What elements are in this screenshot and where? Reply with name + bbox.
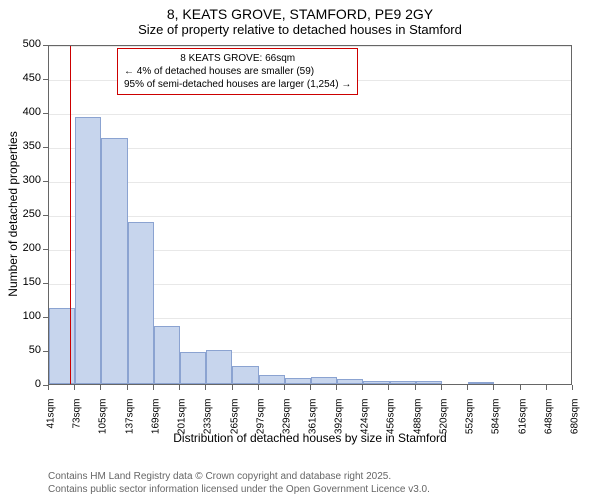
- y-tick-label: 50: [13, 344, 41, 356]
- y-tick: [43, 249, 48, 250]
- x-tick-label: 329sqm: [282, 399, 293, 444]
- x-tick: [153, 385, 154, 390]
- x-tick: [100, 385, 101, 390]
- y-tick: [43, 215, 48, 216]
- histogram-bar: [154, 326, 180, 384]
- x-tick-label: 169sqm: [150, 399, 161, 444]
- x-tick: [205, 385, 206, 390]
- grid-line: [49, 114, 571, 115]
- x-tick: [467, 385, 468, 390]
- x-tick-label: 456sqm: [386, 399, 397, 444]
- y-tick: [43, 79, 48, 80]
- x-tick: [546, 385, 547, 390]
- y-tick-label: 500: [13, 38, 41, 50]
- footer-attribution: Contains HM Land Registry data © Crown c…: [48, 470, 430, 496]
- y-tick: [43, 317, 48, 318]
- y-tick-label: 100: [13, 310, 41, 322]
- x-tick: [572, 385, 573, 390]
- annotation-line1: 8 KEATS GROVE: 66sqm: [124, 52, 351, 65]
- y-tick: [43, 283, 48, 284]
- x-tick: [179, 385, 180, 390]
- x-tick: [232, 385, 233, 390]
- x-tick: [441, 385, 442, 390]
- y-tick: [43, 45, 48, 46]
- x-tick-label: 488sqm: [412, 399, 423, 444]
- histogram-bar: [101, 138, 127, 384]
- x-tick-label: 648sqm: [543, 399, 554, 444]
- annotation-box: 8 KEATS GROVE: 66sqm← 4% of detached hou…: [117, 48, 358, 95]
- grid-line: [49, 46, 571, 47]
- x-tick-label: 105sqm: [98, 399, 109, 444]
- histogram-bar: [337, 379, 363, 384]
- y-tick-label: 350: [13, 140, 41, 152]
- histogram-bar: [232, 366, 258, 384]
- x-tick-label: 361sqm: [308, 399, 319, 444]
- histogram-bar: [363, 381, 389, 384]
- y-tick-label: 400: [13, 106, 41, 118]
- x-tick-label: 41sqm: [46, 399, 57, 444]
- y-tick: [43, 351, 48, 352]
- x-tick-label: 73sqm: [72, 399, 83, 444]
- x-tick-label: 137sqm: [124, 399, 135, 444]
- x-tick-label: 616sqm: [517, 399, 528, 444]
- histogram-bar: [390, 381, 416, 384]
- x-tick: [310, 385, 311, 390]
- property-marker-line: [70, 46, 72, 384]
- histogram-bar: [49, 308, 75, 384]
- x-tick: [284, 385, 285, 390]
- x-tick: [415, 385, 416, 390]
- y-tick-label: 450: [13, 72, 41, 84]
- histogram-bar: [416, 381, 442, 384]
- y-tick: [43, 147, 48, 148]
- y-tick-label: 250: [13, 208, 41, 220]
- x-tick-label: 584sqm: [491, 399, 502, 444]
- x-tick-label: 680sqm: [570, 399, 581, 444]
- x-tick-label: 520sqm: [438, 399, 449, 444]
- x-tick-label: 265sqm: [229, 399, 240, 444]
- x-tick-label: 424sqm: [360, 399, 371, 444]
- x-tick-label: 392sqm: [333, 399, 344, 444]
- histogram-bar: [259, 375, 285, 384]
- y-tick-label: 150: [13, 276, 41, 288]
- x-tick: [74, 385, 75, 390]
- footer-line1: Contains HM Land Registry data © Crown c…: [48, 470, 430, 483]
- x-tick: [336, 385, 337, 390]
- y-tick: [43, 181, 48, 182]
- histogram-bar: [468, 382, 494, 384]
- x-tick: [493, 385, 494, 390]
- histogram-bar: [285, 378, 311, 384]
- footer-line2: Contains public sector information licen…: [48, 483, 430, 496]
- chart-title-sub: Size of property relative to detached ho…: [0, 22, 600, 41]
- annotation-line2: ← 4% of detached houses are smaller (59): [124, 65, 351, 78]
- y-tick-label: 300: [13, 174, 41, 186]
- y-tick-label: 200: [13, 242, 41, 254]
- x-tick-label: 297sqm: [255, 399, 266, 444]
- chart-title-main: 8, KEATS GROVE, STAMFORD, PE9 2GY: [0, 0, 600, 22]
- x-tick-label: 201sqm: [177, 399, 188, 444]
- x-tick: [362, 385, 363, 390]
- histogram-bar: [75, 117, 101, 384]
- y-tick: [43, 113, 48, 114]
- x-tick: [48, 385, 49, 390]
- x-tick: [258, 385, 259, 390]
- x-tick-label: 552sqm: [465, 399, 476, 444]
- chart-container: Number of detached properties 8 KEATS GR…: [0, 41, 600, 441]
- x-tick: [388, 385, 389, 390]
- x-tick-label: 233sqm: [203, 399, 214, 444]
- annotation-line3: 95% of semi-detached houses are larger (…: [124, 78, 351, 91]
- x-tick: [127, 385, 128, 390]
- histogram-bar: [128, 222, 154, 384]
- y-tick-label: 0: [13, 378, 41, 390]
- histogram-bar: [206, 350, 232, 384]
- histogram-bar: [180, 352, 206, 384]
- plot-area: 8 KEATS GROVE: 66sqm← 4% of detached hou…: [48, 45, 572, 385]
- x-tick: [520, 385, 521, 390]
- histogram-bar: [311, 377, 337, 384]
